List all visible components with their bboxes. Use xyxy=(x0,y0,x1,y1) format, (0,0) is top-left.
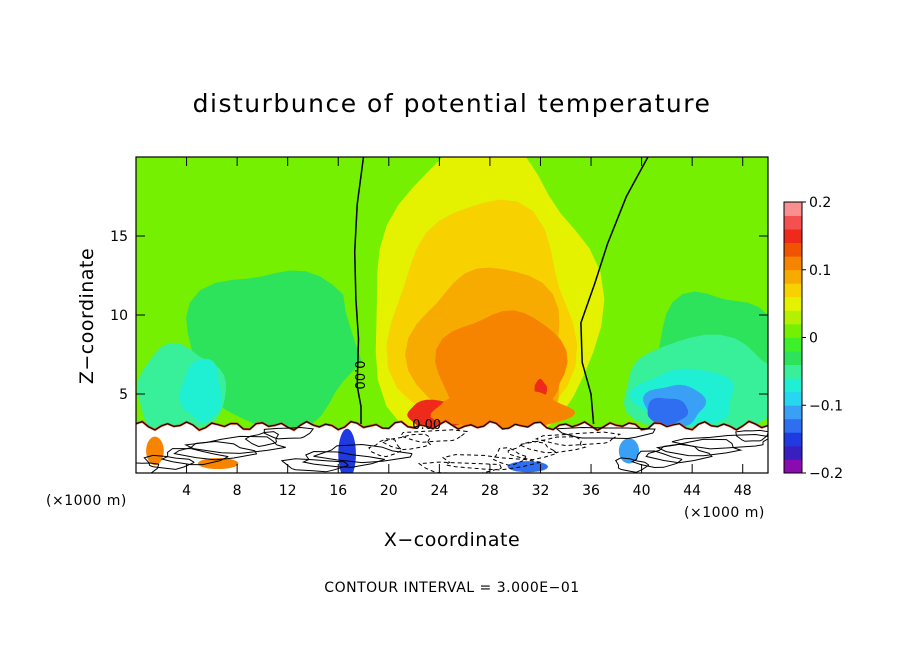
x-tick-label: 24 xyxy=(430,483,448,499)
colorbar: 0.2 0.1 0 −0.1 −0.2 xyxy=(783,195,843,482)
terrain-contour xyxy=(244,431,280,448)
contour-label: 0.00 xyxy=(351,361,366,390)
terrain-contour xyxy=(143,454,195,470)
colorbar-swatch xyxy=(784,351,802,365)
chart-title: disturbunce of potential temperature xyxy=(193,89,712,118)
terrain-contour xyxy=(380,433,432,451)
x-tick-label: 48 xyxy=(734,483,752,499)
colorbar-swatch xyxy=(784,202,802,216)
colorbar-tick-label: 0.2 xyxy=(809,195,831,211)
colorbar-swatch xyxy=(784,215,802,230)
terrain-fill xyxy=(136,420,768,473)
colorbar-tick-label: −0.1 xyxy=(809,398,843,414)
colorbar-swatch xyxy=(784,459,802,474)
colorbar-swatch xyxy=(784,323,802,338)
terrain-contour xyxy=(534,431,622,447)
terrain-contour xyxy=(184,435,286,454)
colorbar-swatch xyxy=(784,296,802,311)
colorbar-swatch xyxy=(784,256,802,271)
colorbar-swatch xyxy=(784,418,802,433)
terrain-contour xyxy=(441,454,541,471)
colorbar-swatch xyxy=(784,310,802,325)
y-tick-label: 10 xyxy=(110,308,128,324)
colorbar-swatch xyxy=(784,269,802,284)
terrain-contour xyxy=(399,429,469,443)
x-tick-label: 32 xyxy=(532,483,550,499)
terrain-contour xyxy=(173,440,258,461)
terrain-contour xyxy=(491,447,527,466)
y-tick-label: 15 xyxy=(110,229,128,245)
terrain-contour xyxy=(630,450,683,469)
terrain-layer xyxy=(136,419,768,473)
terrain-contour xyxy=(301,450,385,468)
colorbar-swatch xyxy=(784,283,802,298)
terrain-contour xyxy=(313,443,413,464)
terrain-contour xyxy=(368,438,404,458)
colorbar-tick-label: −0.2 xyxy=(809,466,843,482)
colorbar-swatch xyxy=(784,378,802,393)
terrain-contour xyxy=(614,457,650,473)
x-axis-label: X−coordinate xyxy=(384,529,520,551)
colorbar-swatch xyxy=(784,445,802,460)
terrain-contour xyxy=(735,429,768,442)
x-tick-label: 12 xyxy=(279,483,297,499)
contour-interval-note: CONTOUR INTERVAL = 3.000E−01 xyxy=(324,580,579,596)
colorbar-swatch xyxy=(784,242,802,257)
terrain-surface-contour xyxy=(136,420,768,431)
field-region xyxy=(647,397,689,428)
field-region xyxy=(179,358,222,423)
colorbar-tick-label: 0 xyxy=(809,331,818,347)
x-tick-label: 8 xyxy=(233,483,242,499)
x-tick-label: 36 xyxy=(582,483,600,499)
colorbar-tick-label: 0.1 xyxy=(809,263,831,279)
terrain-contour xyxy=(160,448,229,466)
x-tick-label: 44 xyxy=(683,483,701,499)
colorbar-swatch xyxy=(784,229,802,244)
zero-contour-left xyxy=(353,157,365,424)
zero-contour-right xyxy=(580,157,649,425)
x-axis: 4 8 12 16 20 24 28 32 36 40 44 48 xyxy=(182,157,752,499)
terrain-contour xyxy=(136,462,160,473)
y-axis: 5 10 15 xyxy=(110,229,768,403)
field-region xyxy=(186,270,368,431)
x-tick-label: 20 xyxy=(380,483,398,499)
colorbar-swatch xyxy=(784,391,802,406)
terrain-contour xyxy=(555,426,656,440)
field-layer xyxy=(136,157,768,431)
terrain-blob xyxy=(146,436,164,466)
terrain-contour xyxy=(655,438,743,457)
x-tick-label: 28 xyxy=(481,483,499,499)
terrain-contour xyxy=(517,436,587,454)
y-axis-label: Z−coordinate xyxy=(76,248,98,384)
x-unit-left: (×1000 m) xyxy=(46,493,127,509)
colorbar-swatch xyxy=(784,432,802,447)
x-tick-label: 40 xyxy=(633,483,651,499)
y-tick-label: 5 xyxy=(119,387,128,403)
x-tick-label: 4 xyxy=(182,483,191,499)
terrain-contour xyxy=(507,440,559,461)
terrain-blob xyxy=(618,438,640,464)
x-tick-label: 16 xyxy=(329,483,347,499)
terrain-contour xyxy=(417,461,502,473)
x-unit-right: (×1000 m) xyxy=(684,505,765,521)
terrain-blob xyxy=(507,461,549,473)
field-region xyxy=(430,389,576,429)
plot-area: 0.00 0.00 xyxy=(136,157,768,473)
terrain-blob xyxy=(197,457,239,470)
contour-layer: 0.00 0.00 xyxy=(351,157,649,433)
colorbar-swatch xyxy=(784,364,802,379)
terrain-contour xyxy=(263,426,315,440)
contour-label: 0.00 xyxy=(412,418,441,433)
colorbar-swatch xyxy=(784,405,802,420)
colorbar-swatch xyxy=(784,337,802,352)
terrain-contour xyxy=(671,433,768,450)
